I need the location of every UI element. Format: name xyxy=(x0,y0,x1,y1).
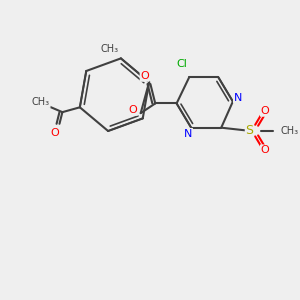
Text: CH₃: CH₃ xyxy=(32,98,50,107)
Text: CH₃: CH₃ xyxy=(100,44,118,54)
Text: O: O xyxy=(140,71,149,81)
Text: S: S xyxy=(245,124,253,137)
Text: O: O xyxy=(129,105,137,115)
Text: Cl: Cl xyxy=(176,58,187,69)
Text: O: O xyxy=(260,106,269,116)
Text: O: O xyxy=(260,145,269,155)
Text: CH₃: CH₃ xyxy=(280,126,298,136)
Text: O: O xyxy=(50,128,59,137)
Text: N: N xyxy=(233,93,242,103)
Text: N: N xyxy=(184,128,192,139)
